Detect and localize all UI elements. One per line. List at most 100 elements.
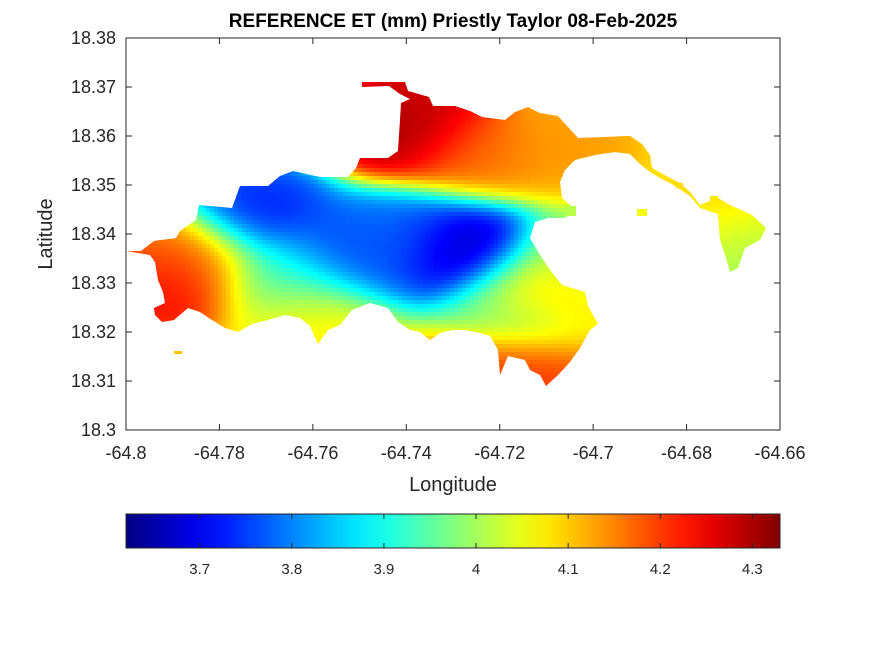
heat-cell xyxy=(450,116,455,121)
heat-cell xyxy=(454,144,459,149)
heat-cell xyxy=(538,156,543,161)
heat-cell xyxy=(498,184,503,189)
heat-cell xyxy=(506,132,511,137)
heat-cell xyxy=(254,200,259,205)
heat-cell xyxy=(470,120,475,125)
heat-cell xyxy=(626,136,631,141)
heat-cell xyxy=(490,152,495,157)
heat-cell xyxy=(254,196,259,201)
heat-cell xyxy=(534,140,539,145)
heat-cell xyxy=(554,156,559,161)
heat-cell xyxy=(342,188,347,193)
heat-cell xyxy=(522,136,527,141)
heat-cell xyxy=(542,148,547,153)
heat-cell xyxy=(638,144,643,149)
heat-cell xyxy=(422,184,427,189)
heat-cell xyxy=(358,200,363,205)
heat-cell xyxy=(422,124,427,129)
heat-cell xyxy=(506,120,511,125)
heat-cell xyxy=(558,120,563,125)
heat-cell xyxy=(546,200,551,205)
heat-cell xyxy=(366,156,371,161)
heat-cell xyxy=(710,200,715,205)
heat-cell xyxy=(286,192,291,197)
heat-cell xyxy=(554,152,559,157)
heat-cell xyxy=(414,92,419,97)
heat-cell xyxy=(538,128,543,133)
heat-cell xyxy=(522,148,527,153)
heat-cell xyxy=(586,148,591,153)
heat-cell xyxy=(486,116,491,121)
heat-cell xyxy=(406,108,411,113)
heat-cell xyxy=(554,136,559,141)
heat-cell xyxy=(422,128,427,133)
heat-cell xyxy=(490,192,495,197)
heat-cell xyxy=(502,176,507,181)
heat-cell xyxy=(450,148,455,153)
heat-cell xyxy=(542,120,547,125)
heat-cell xyxy=(422,112,427,117)
heat-cell xyxy=(370,164,375,169)
heat-cell xyxy=(518,160,523,165)
heat-cell xyxy=(558,152,563,157)
heat-cell xyxy=(470,168,475,173)
heat-cell xyxy=(510,112,515,117)
heat-cell xyxy=(378,200,383,205)
heat-cell xyxy=(510,200,515,205)
heat-cell xyxy=(538,144,543,149)
heat-cell xyxy=(430,144,435,149)
heat-cell xyxy=(398,132,403,137)
heat-cell xyxy=(250,188,255,193)
heat-cell xyxy=(534,156,539,161)
heat-cell xyxy=(442,172,447,177)
heat-cell xyxy=(434,140,439,145)
heat-cell xyxy=(490,124,495,129)
heat-cell xyxy=(482,136,487,141)
heat-cell xyxy=(478,144,483,149)
heat-cell xyxy=(546,116,551,121)
heat-cell xyxy=(406,104,411,109)
heat-cell xyxy=(458,200,463,205)
heat-cell xyxy=(530,168,535,173)
heat-cell xyxy=(554,132,559,137)
heat-cell xyxy=(614,148,619,153)
heat-cell xyxy=(634,156,639,161)
heat-cell xyxy=(474,164,479,169)
heat-cell xyxy=(554,168,559,173)
heat-cell xyxy=(542,200,547,205)
heat-cell xyxy=(558,168,563,173)
heat-cell xyxy=(598,144,603,149)
heat-cell xyxy=(454,120,459,125)
heat-cell xyxy=(534,196,539,201)
heat-cell xyxy=(446,144,451,149)
heat-cell xyxy=(330,200,335,205)
heat-cell xyxy=(542,172,547,177)
heat-cell xyxy=(354,168,359,173)
heat-cell xyxy=(246,184,251,189)
heat-cell xyxy=(462,196,467,201)
heat-cell xyxy=(298,172,303,177)
heat-cell xyxy=(354,188,359,193)
heat-cell xyxy=(542,176,547,181)
heat-cell xyxy=(610,144,615,149)
heat-cell xyxy=(526,156,531,161)
heat-cell xyxy=(454,116,459,121)
heat-cell xyxy=(282,180,287,185)
heat-cell xyxy=(498,156,503,161)
heat-cell xyxy=(414,136,419,141)
heat-cell xyxy=(486,200,491,205)
heat-cell xyxy=(542,136,547,141)
heat-cell xyxy=(514,196,519,201)
heat-cell xyxy=(326,192,331,197)
heat-cell xyxy=(282,196,287,201)
heat-cell xyxy=(426,172,431,177)
heat-cell xyxy=(494,160,499,165)
heat-cell xyxy=(522,120,527,125)
heat-cell xyxy=(458,160,463,165)
heat-cell xyxy=(474,168,479,173)
heat-cell xyxy=(238,200,243,205)
heat-cell xyxy=(490,144,495,149)
heat-cell xyxy=(530,136,535,141)
heat-cell xyxy=(370,180,375,185)
heat-cell xyxy=(354,200,359,205)
